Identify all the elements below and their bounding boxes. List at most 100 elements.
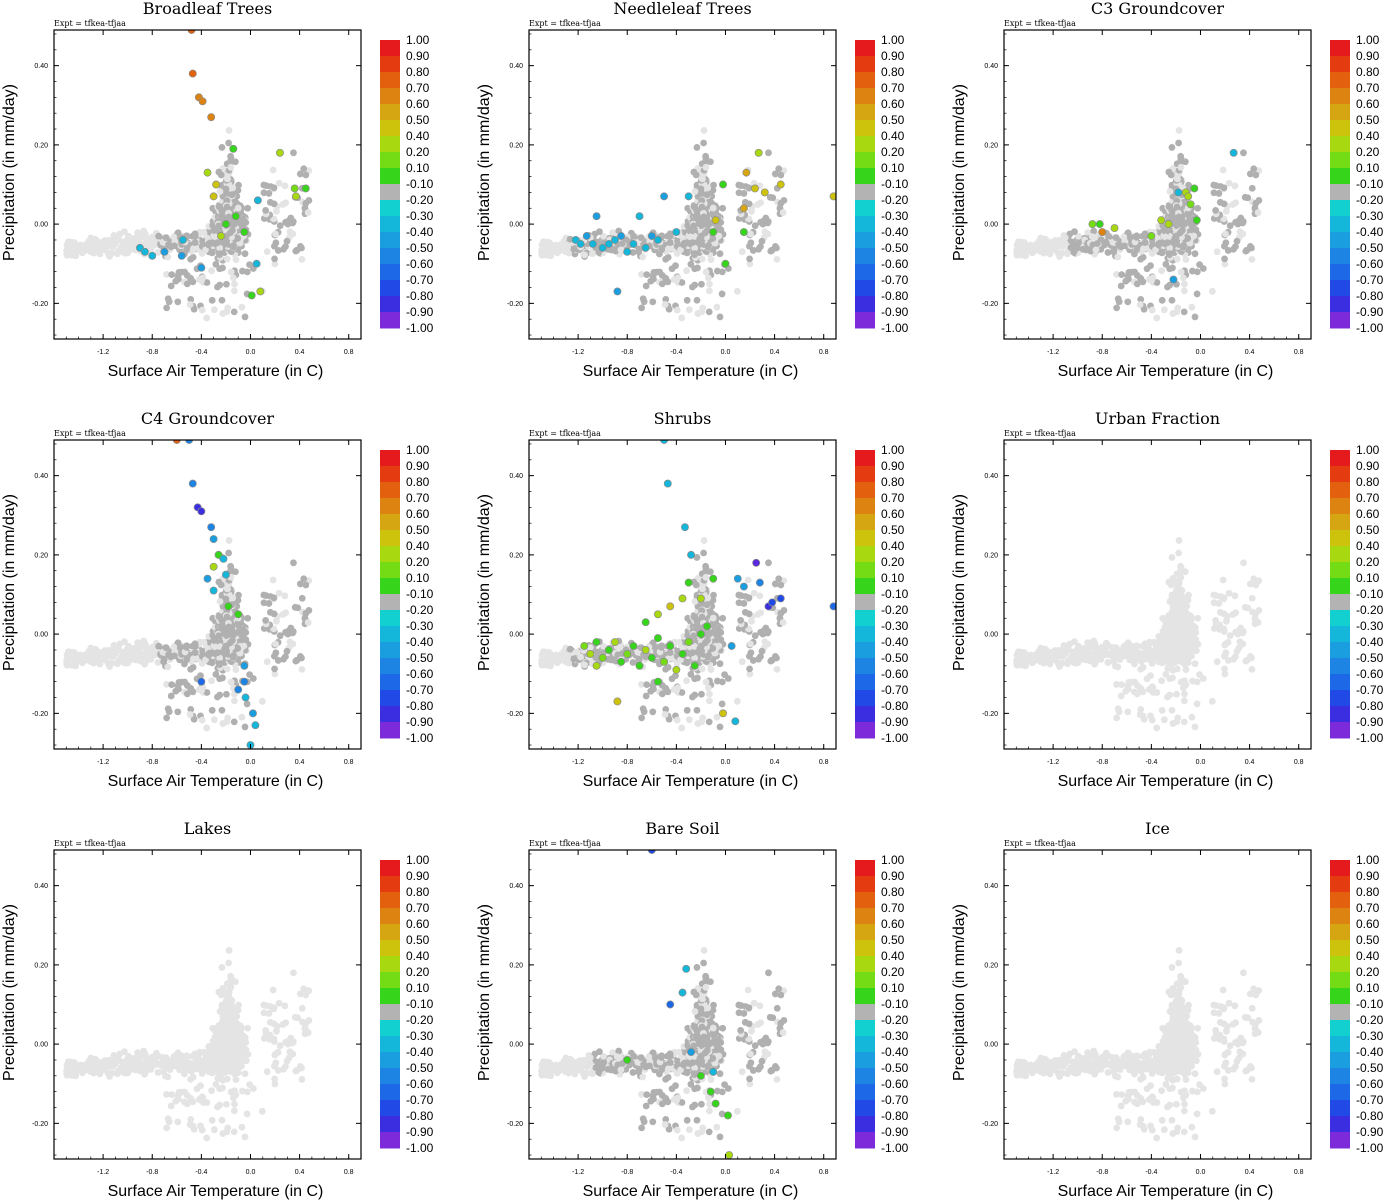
scatter-point — [143, 240, 151, 247]
y-axis-label: Precipitation (in mm/day) — [1, 494, 18, 671]
colorbar-swatch — [855, 72, 875, 89]
scatter-point — [698, 232, 705, 240]
scatter-point — [1226, 222, 1234, 230]
scatter-point — [198, 306, 206, 314]
scatter-point — [1031, 246, 1039, 254]
scatter-point-colored — [209, 562, 218, 571]
colorbar-swatch — [380, 530, 400, 547]
scatter-point-colored — [178, 236, 187, 244]
scatter-point — [276, 222, 284, 230]
scatter-point — [265, 190, 273, 197]
scatter-point — [121, 228, 128, 236]
colorbar-label: 0.90 — [1356, 49, 1380, 63]
scatter-point-colored — [672, 228, 681, 236]
scatter-point-colored — [276, 148, 284, 157]
scatter-point-colored — [252, 259, 261, 268]
scatter-point — [215, 632, 223, 640]
colorbar-label: 0.80 — [881, 65, 905, 79]
scatter-point — [123, 652, 131, 660]
colorbar-label: 0.80 — [1356, 65, 1380, 79]
scatter-point — [163, 680, 170, 688]
scatter-point — [95, 245, 103, 253]
colorbar-swatch — [855, 56, 875, 73]
scatter-point — [170, 643, 178, 651]
scatter-point — [75, 247, 83, 254]
scatter-point — [243, 268, 251, 276]
colorbar-label: 0.90 — [406, 49, 430, 63]
x-tick-label: 0.4 — [770, 349, 780, 356]
scatter-point — [215, 222, 223, 230]
scatter-point — [121, 638, 128, 646]
scatter-point-colored — [203, 574, 212, 583]
scatter-point-colored — [1190, 184, 1199, 193]
scatter-point — [241, 250, 249, 258]
scatter-point — [713, 303, 721, 311]
x-axis-label: Surface Air Temperature (in C) — [108, 773, 324, 790]
y-axis-label: Precipitation (in mm/day) — [476, 84, 493, 261]
scatter-point — [1137, 275, 1145, 283]
scatter-point — [106, 251, 113, 259]
scatter-point-colored — [234, 685, 243, 694]
scatter-point — [154, 249, 162, 256]
scatter-point — [1170, 220, 1178, 228]
colorbar-swatch — [1330, 312, 1350, 329]
colorbar-swatch — [1330, 136, 1350, 153]
scatter-point-colored — [217, 232, 225, 240]
colorbar-label: 0.20 — [406, 145, 430, 159]
scatter-point — [187, 275, 195, 283]
scatter-point — [1182, 256, 1190, 264]
scatter-point — [244, 614, 252, 622]
scatter-point — [1064, 250, 1071, 258]
y-tick-label: 0.00 — [34, 222, 48, 229]
scatter-point — [1222, 207, 1230, 215]
colorbar-swatch — [380, 136, 400, 153]
scatter-point — [183, 656, 191, 663]
scatter-point — [1041, 235, 1049, 243]
scatter-point — [167, 282, 175, 290]
scatter-point — [1219, 166, 1227, 174]
scatter-point — [223, 585, 231, 593]
scatter-point — [1254, 209, 1262, 216]
scatter-point — [64, 238, 72, 246]
scatter-point-colored — [719, 180, 727, 189]
scatter-point — [235, 591, 242, 599]
scatter-point — [1193, 290, 1201, 298]
scatter-point — [706, 280, 713, 288]
scatter-point — [272, 207, 280, 215]
scatter-point — [718, 268, 726, 276]
y-tick-label: 0.20 — [34, 552, 48, 559]
scatter-point — [779, 209, 787, 216]
colorbar-label: -0.40 — [881, 225, 909, 239]
scatter-point — [230, 242, 238, 249]
scatter-point — [300, 575, 308, 583]
scatter-point-colored — [197, 263, 206, 272]
scatter-point — [227, 163, 235, 171]
colorbar-swatch — [380, 200, 400, 217]
scatter-point — [183, 280, 191, 288]
scatter-point — [1185, 181, 1192, 189]
scatter-point — [265, 600, 273, 607]
colorbar-label: -0.20 — [406, 603, 434, 617]
scatter-point — [72, 662, 80, 670]
scatter-point — [745, 184, 753, 192]
scatter-point — [228, 226, 236, 234]
scatter-point — [1232, 199, 1240, 207]
scatter-point — [1239, 230, 1247, 238]
scatter-point — [1173, 255, 1181, 263]
scatter-point — [1212, 206, 1220, 214]
scatter-point-colored — [188, 479, 197, 488]
colorbar-label: -0.20 — [881, 193, 909, 207]
scatter-point — [223, 175, 231, 183]
scatter-point — [120, 248, 128, 256]
y-tick-label: 0.00 — [34, 632, 48, 639]
colorbar-swatch — [855, 264, 875, 281]
scatter-point — [642, 282, 650, 290]
scatter-point — [1173, 308, 1181, 316]
scatter-point — [617, 246, 625, 254]
panel-title: C4 Groundcover — [141, 409, 275, 428]
scatter-point — [230, 287, 238, 295]
scatter-point — [1180, 308, 1188, 316]
scatter-point — [168, 681, 176, 689]
scatter-point — [142, 656, 150, 664]
scatter-point — [1188, 303, 1196, 311]
